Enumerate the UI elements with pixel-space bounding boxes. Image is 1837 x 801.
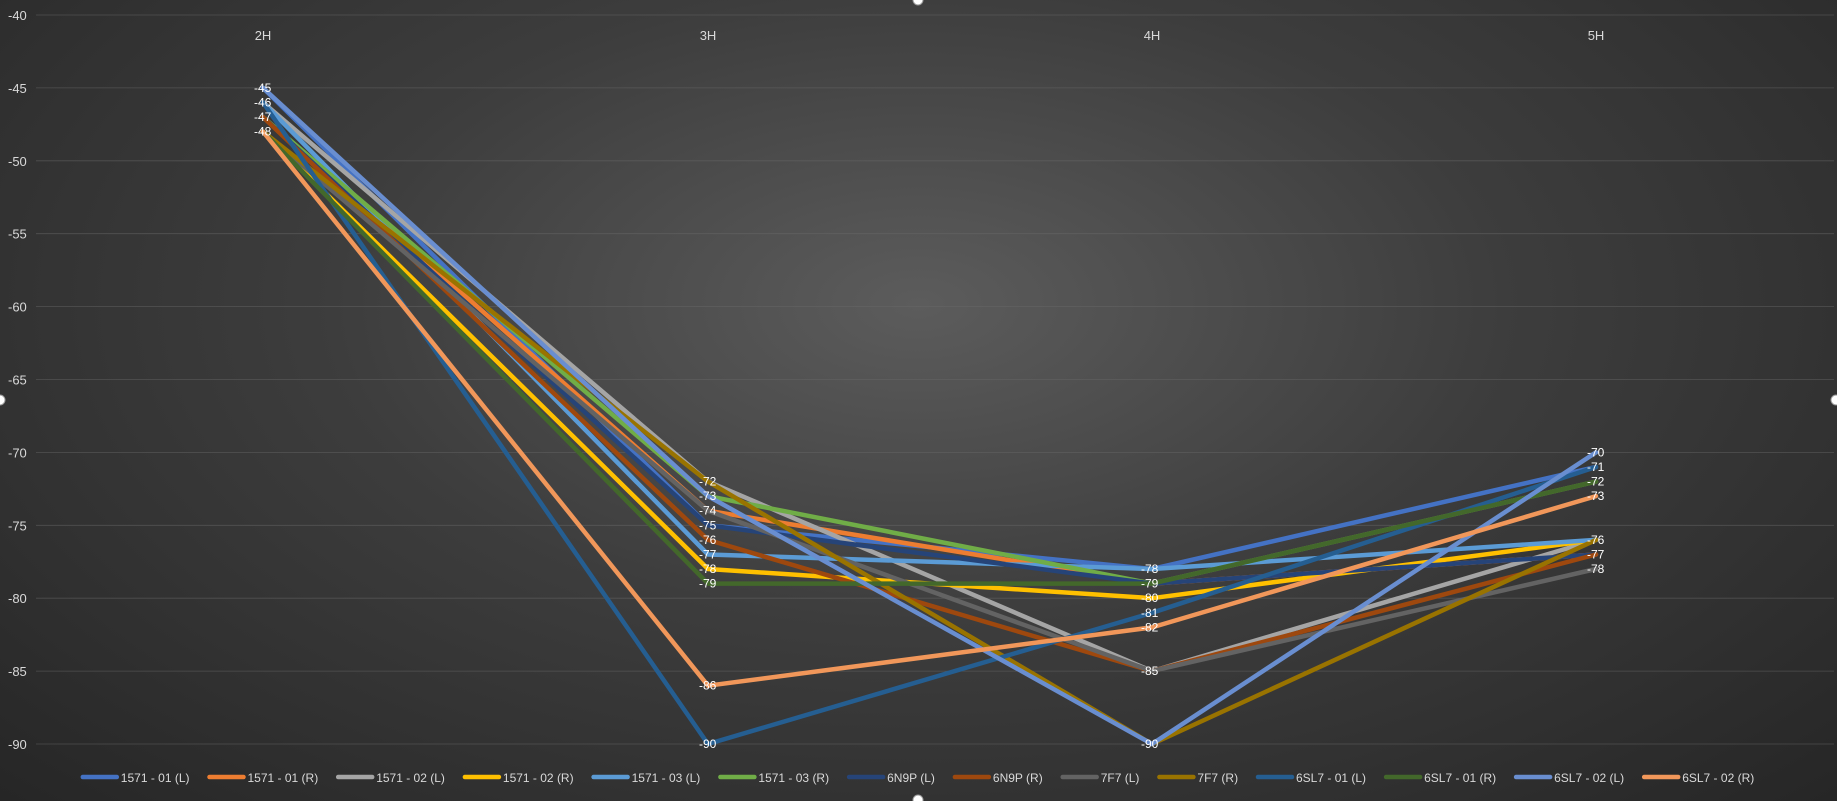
x-tick-label: 5H [1588, 28, 1605, 43]
data-label: -71 [1587, 460, 1605, 474]
legend-item: 1571 - 01 (L) [80, 771, 190, 785]
legend-label: 1571 - 03 (R) [758, 771, 829, 785]
y-tick-label: -55 [8, 227, 27, 242]
series-line [260, 129, 1599, 747]
x-axis-ticks: 2H 3H 4H 5H [255, 28, 1605, 43]
data-label: -46 [254, 95, 272, 109]
legend-item: 6N9P (L) [846, 771, 935, 785]
data-label: -77 [699, 547, 717, 561]
series-line [260, 114, 1599, 674]
legend-label: 6SL7 - 01 (L) [1296, 771, 1366, 785]
series-line [260, 129, 1599, 586]
legend-item: 6SL7 - 01 (L) [1255, 771, 1366, 785]
resize-handle[interactable] [0, 394, 6, 406]
x-tick-label: 3H [700, 28, 717, 43]
legend-label: 1571 - 03 (L) [632, 771, 701, 785]
y-tick-label: -85 [8, 664, 27, 679]
data-label: -86 [699, 679, 717, 693]
x-tick-label: 2H [255, 28, 272, 43]
y-tick-label: -75 [8, 518, 27, 533]
resize-handle[interactable] [912, 0, 924, 6]
data-label: -90 [699, 737, 717, 751]
data-label: -78 [699, 562, 717, 576]
y-tick-label: -65 [8, 373, 27, 388]
legend-label: 7F7 (L) [1101, 771, 1140, 785]
resize-handle[interactable] [1830, 394, 1837, 406]
y-tick-label: -60 [8, 300, 27, 315]
legend-item: 1571 - 02 (R) [462, 771, 574, 785]
data-label: -48 [254, 125, 272, 139]
data-label: -85 [1141, 664, 1159, 678]
legend-label: 1571 - 01 (L) [121, 771, 190, 785]
legend-item: 6SL7 - 01 (R) [1383, 771, 1496, 785]
legend-label: 6N9P (R) [993, 771, 1043, 785]
legend-label: 6SL7 - 01 (R) [1424, 771, 1496, 785]
x-tick-label: 4H [1144, 28, 1161, 43]
data-label: -70 [1587, 445, 1605, 459]
legend-item: 1571 - 01 (R) [207, 771, 319, 785]
legend-item: 6SL7 - 02 (L) [1513, 771, 1624, 785]
y-tick-label: -70 [8, 445, 27, 460]
y-axis-ticks: -40 -45 -50 -55 -60 -65 -70 -75 -80 -85 -90 [8, 8, 27, 752]
series-line [260, 129, 1599, 674]
legend-label: 1571 - 02 (R) [503, 771, 574, 785]
series-line [260, 85, 1599, 747]
data-label: -77 [1587, 547, 1605, 561]
series-line [260, 100, 1599, 747]
data-label: -74 [699, 504, 717, 518]
legend-label: 7F7 (R) [1197, 771, 1238, 785]
data-label: -76 [1587, 533, 1605, 547]
data-label: -73 [1587, 489, 1605, 503]
legend-item: 1571 - 03 (L) [591, 771, 701, 785]
legend-item: 1571 - 02 (L) [335, 771, 445, 785]
legend-label: 6SL7 - 02 (R) [1682, 771, 1754, 785]
data-labels: -45-47-46-48-75-74-72-78-77-73-76-90-79-… [254, 81, 1605, 751]
y-tick-label: -45 [8, 81, 27, 96]
data-label: -76 [699, 533, 717, 547]
data-label: -78 [1587, 562, 1605, 576]
series-lines [260, 85, 1599, 747]
legend-label: 6N9P (L) [887, 771, 935, 785]
data-label: -78 [1141, 562, 1159, 576]
legend-label: 1571 - 02 (L) [376, 771, 445, 785]
data-label: -73 [699, 489, 717, 503]
y-tick-label: -90 [8, 737, 27, 752]
y-tick-label: -50 [8, 154, 27, 169]
legend-item: 7F7 (R) [1157, 771, 1238, 785]
data-label: -72 [1587, 475, 1605, 489]
data-label: -90 [1141, 737, 1159, 751]
resize-handle[interactable] [912, 794, 924, 801]
legend: 1571 - 01 (L) 1571 - 01 (R) 1571 - 02 (L) 1… [80, 771, 1754, 785]
legend-label: 6SL7 - 02 (L) [1554, 771, 1624, 785]
data-label: -47 [254, 110, 272, 124]
data-label: -80 [1141, 591, 1159, 605]
series-line [260, 129, 1599, 688]
data-label: -79 [699, 577, 717, 591]
data-label: -75 [699, 518, 717, 532]
data-label: -45 [254, 81, 272, 95]
data-label: -72 [699, 475, 717, 489]
y-tick-label: -80 [8, 591, 27, 606]
legend-item: 1571 - 03 (R) [718, 771, 829, 785]
data-label: -82 [1141, 620, 1159, 634]
legend-item: 7F7 (L) [1060, 771, 1140, 785]
legend-item: 6SL7 - 02 (R) [1641, 771, 1754, 785]
data-label: -81 [1141, 606, 1159, 620]
y-tick-label: -40 [8, 8, 27, 23]
legend-item: 6N9P (R) [952, 771, 1043, 785]
data-label: -79 [1141, 577, 1159, 591]
legend-label: 1571 - 01 (R) [248, 771, 319, 785]
